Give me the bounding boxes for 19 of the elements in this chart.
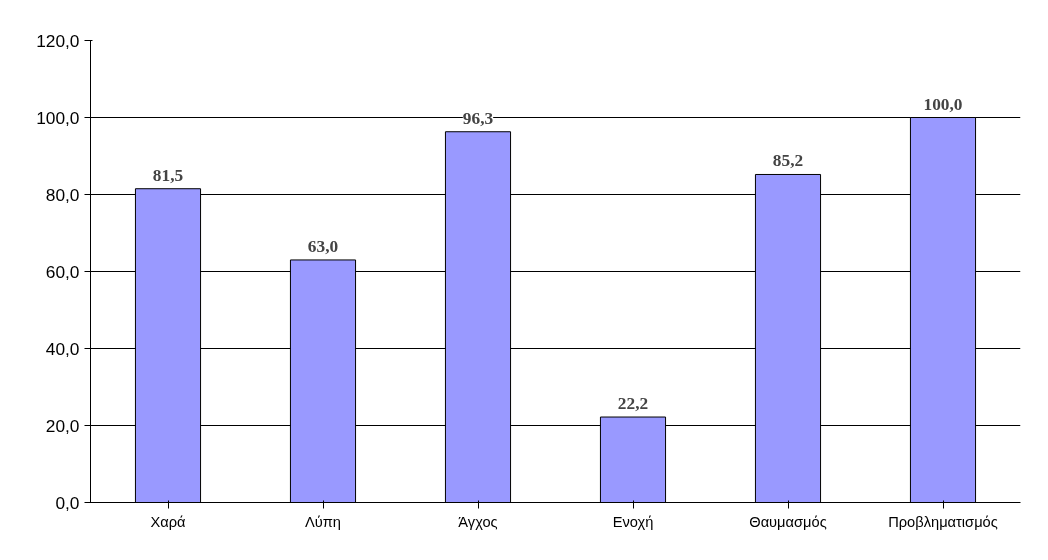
x-tick-label: Προβληματισμός	[888, 513, 998, 530]
data-label: 63,0	[307, 236, 339, 256]
y-tick-label: 0,0	[55, 492, 80, 513]
x-tick-label: Λύπη	[304, 513, 342, 530]
x-tick-label: Χαρά	[150, 513, 187, 530]
data-label: 85,2	[772, 151, 804, 171]
data-label: 100,0	[923, 94, 963, 114]
y-tick-label: 80,0	[45, 184, 80, 205]
x-tick-label: Άγχος	[458, 513, 498, 530]
x-tick-label: Θαυμασμός	[749, 513, 827, 530]
y-tick-label: 100,0	[36, 107, 80, 128]
x-tick-label: Ενοχή	[612, 513, 654, 530]
y-tick-label: 120,0	[36, 30, 80, 51]
data-label: 22,2	[617, 394, 649, 414]
y-tick-label: 60,0	[45, 261, 80, 282]
data-label: 96,3	[462, 108, 494, 128]
y-tick-label: 20,0	[45, 415, 80, 436]
y-tick-label: 40,0	[45, 338, 80, 359]
data-label: 81,5	[152, 165, 184, 185]
